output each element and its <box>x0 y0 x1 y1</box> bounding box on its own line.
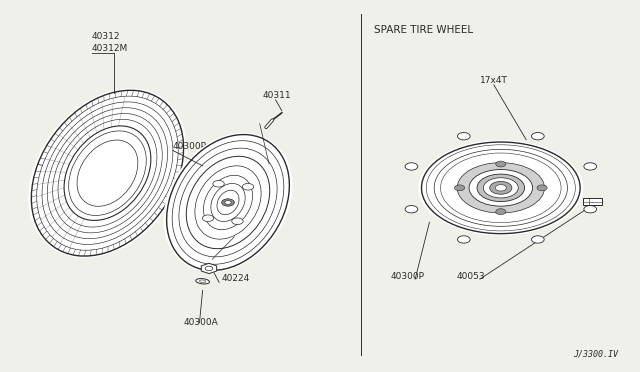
Text: 40300A: 40300A <box>184 318 218 327</box>
Text: 40312M: 40312M <box>92 44 128 53</box>
Ellipse shape <box>495 185 506 191</box>
Text: 17x4T: 17x4T <box>480 76 508 85</box>
Text: J/3300.IV: J/3300.IV <box>573 349 618 358</box>
Text: 40300P: 40300P <box>173 142 207 151</box>
Ellipse shape <box>28 89 187 258</box>
Ellipse shape <box>196 279 209 284</box>
Ellipse shape <box>419 140 583 235</box>
Text: 40311: 40311 <box>263 91 292 100</box>
Ellipse shape <box>490 182 512 194</box>
Circle shape <box>584 163 596 170</box>
Ellipse shape <box>163 133 292 272</box>
Circle shape <box>496 161 506 167</box>
Circle shape <box>243 183 253 190</box>
Circle shape <box>221 199 234 206</box>
Text: 40312: 40312 <box>92 32 120 41</box>
Circle shape <box>496 209 506 215</box>
Circle shape <box>531 132 544 140</box>
Circle shape <box>458 236 470 243</box>
Circle shape <box>232 218 243 225</box>
Text: SPARE TIRE WHEEL: SPARE TIRE WHEEL <box>374 25 473 35</box>
Ellipse shape <box>200 280 205 283</box>
Text: 40053: 40053 <box>456 272 485 281</box>
Circle shape <box>531 236 544 243</box>
Ellipse shape <box>457 163 545 213</box>
Ellipse shape <box>483 178 518 198</box>
Circle shape <box>537 185 547 191</box>
Circle shape <box>454 185 465 191</box>
Text: 40300P: 40300P <box>391 272 425 281</box>
Ellipse shape <box>477 174 525 202</box>
Bar <box>583 198 602 205</box>
Circle shape <box>202 215 214 221</box>
Circle shape <box>225 201 231 204</box>
Circle shape <box>584 206 596 213</box>
Ellipse shape <box>469 170 532 206</box>
Text: 40224: 40224 <box>221 274 250 283</box>
Circle shape <box>458 132 470 140</box>
Circle shape <box>213 180 224 187</box>
Circle shape <box>205 266 212 271</box>
Circle shape <box>405 163 418 170</box>
Circle shape <box>405 206 418 213</box>
